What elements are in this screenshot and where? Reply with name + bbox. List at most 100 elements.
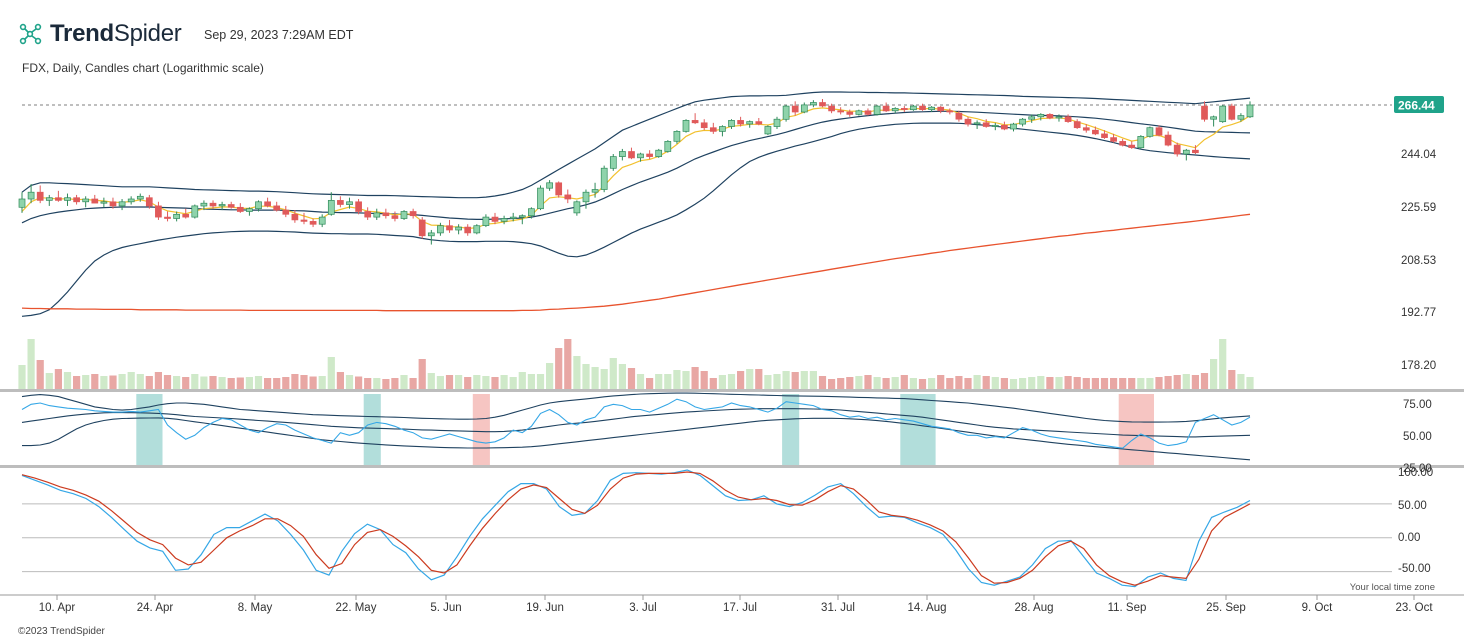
volume-bar xyxy=(291,374,299,389)
candle xyxy=(155,205,162,218)
candle xyxy=(145,197,153,207)
volume-bar xyxy=(555,348,563,389)
x-axis-tick-label: 22. May xyxy=(336,602,377,614)
volume-bar xyxy=(36,360,44,389)
volume-bar xyxy=(1091,378,1099,389)
oscillator-highlight-zone xyxy=(363,394,381,465)
volume-bar xyxy=(1019,378,1027,389)
volume-bar xyxy=(527,374,535,389)
candle xyxy=(910,105,917,111)
volume-bar xyxy=(63,372,72,389)
candle xyxy=(1146,127,1154,137)
candle xyxy=(18,198,26,208)
x-axis-tick-label: 11. Sep xyxy=(1108,602,1147,614)
volume-bar xyxy=(764,375,772,389)
volume-bar xyxy=(209,376,217,389)
candle xyxy=(1046,114,1054,119)
volume-bar xyxy=(536,374,545,389)
candle xyxy=(100,201,108,204)
volume-bar xyxy=(609,358,617,389)
candle xyxy=(427,232,435,237)
candle xyxy=(518,215,526,218)
oscillator-line xyxy=(21,398,1251,449)
volume-bar xyxy=(973,375,981,389)
volume-bar xyxy=(1155,377,1163,389)
candle xyxy=(546,182,553,189)
candle xyxy=(1019,118,1026,125)
last-price-label: 266.44 xyxy=(1398,99,1435,113)
oscillator-lower-band xyxy=(22,417,1251,461)
volume-bar xyxy=(709,378,717,389)
candle xyxy=(218,204,226,207)
candle xyxy=(64,197,71,201)
candle xyxy=(1228,105,1236,120)
candle xyxy=(82,198,90,203)
candle xyxy=(55,197,62,201)
volume-bar xyxy=(818,376,827,389)
candle xyxy=(900,108,908,110)
x-axis-tick-label: 19. Jun xyxy=(526,602,564,614)
volume-bar xyxy=(991,377,999,389)
volume-bar xyxy=(1210,359,1218,389)
candle xyxy=(446,225,453,231)
candle xyxy=(1082,127,1090,131)
candle xyxy=(209,202,217,207)
volume-bar xyxy=(73,376,81,389)
volume-bar xyxy=(54,369,62,389)
volume-bar xyxy=(646,378,654,389)
candle xyxy=(800,104,808,113)
candle xyxy=(737,120,744,125)
volume-bar xyxy=(691,367,699,389)
candle xyxy=(619,151,626,157)
x-axis-tick-label: 28. Aug xyxy=(1014,602,1053,614)
candle xyxy=(791,105,799,113)
volume-bar xyxy=(891,377,899,389)
momentum-axis-tick: 0.00 xyxy=(1398,532,1420,544)
oscillator-highlight-zone xyxy=(136,394,163,465)
volume-bar xyxy=(491,377,499,389)
candle xyxy=(564,194,572,200)
volume-bar xyxy=(655,374,663,389)
candle xyxy=(364,211,372,218)
x-axis-tick-label: 17. Jul xyxy=(723,602,757,614)
volume-bar xyxy=(964,378,972,389)
volume-bar xyxy=(445,375,454,389)
chart-timestamp: Sep 29, 2023 7:29AM EDT xyxy=(204,28,354,42)
volume-bar xyxy=(1000,378,1008,389)
candle xyxy=(555,182,563,196)
volume-bar xyxy=(1100,378,1109,389)
volume-bar xyxy=(946,378,954,389)
oscillator-axis-tick: 75.00 xyxy=(1403,399,1432,411)
candle xyxy=(609,156,617,169)
candle xyxy=(382,212,390,217)
volume-bar xyxy=(191,374,199,389)
volume-bar xyxy=(673,370,681,389)
candle xyxy=(528,208,535,217)
candle xyxy=(1037,114,1045,118)
volume-bar xyxy=(782,371,790,389)
volume-bar xyxy=(1200,373,1209,389)
volume-bar xyxy=(746,369,754,389)
candle xyxy=(1092,129,1099,135)
candle xyxy=(664,141,672,152)
volume-bar xyxy=(364,378,372,389)
oscillator-highlight-zone xyxy=(782,394,800,465)
candle xyxy=(1155,127,1163,136)
volume-bar xyxy=(1064,376,1072,389)
last-price-badge xyxy=(1394,96,1444,114)
pane-separator xyxy=(0,389,1464,392)
candle xyxy=(1182,149,1190,155)
volume-bar xyxy=(518,372,526,389)
x-axis-tick-label: 10. Apr xyxy=(39,602,76,614)
x-axis-tick-label: 25. Sep xyxy=(1206,602,1246,614)
volume-bar xyxy=(855,376,863,389)
volume-bar xyxy=(400,375,408,389)
volume-bar xyxy=(455,375,463,389)
volume-bar xyxy=(418,359,426,389)
candle xyxy=(255,201,262,210)
trendspider-logo-icon xyxy=(19,23,42,45)
candle xyxy=(418,219,426,237)
bollinger-upper-line xyxy=(21,91,1251,199)
volume-bar xyxy=(500,375,508,389)
